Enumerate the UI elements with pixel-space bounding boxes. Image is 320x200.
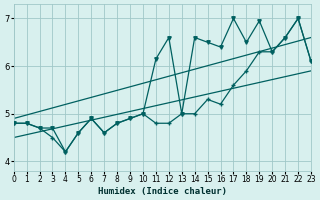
X-axis label: Humidex (Indice chaleur): Humidex (Indice chaleur) (98, 187, 227, 196)
